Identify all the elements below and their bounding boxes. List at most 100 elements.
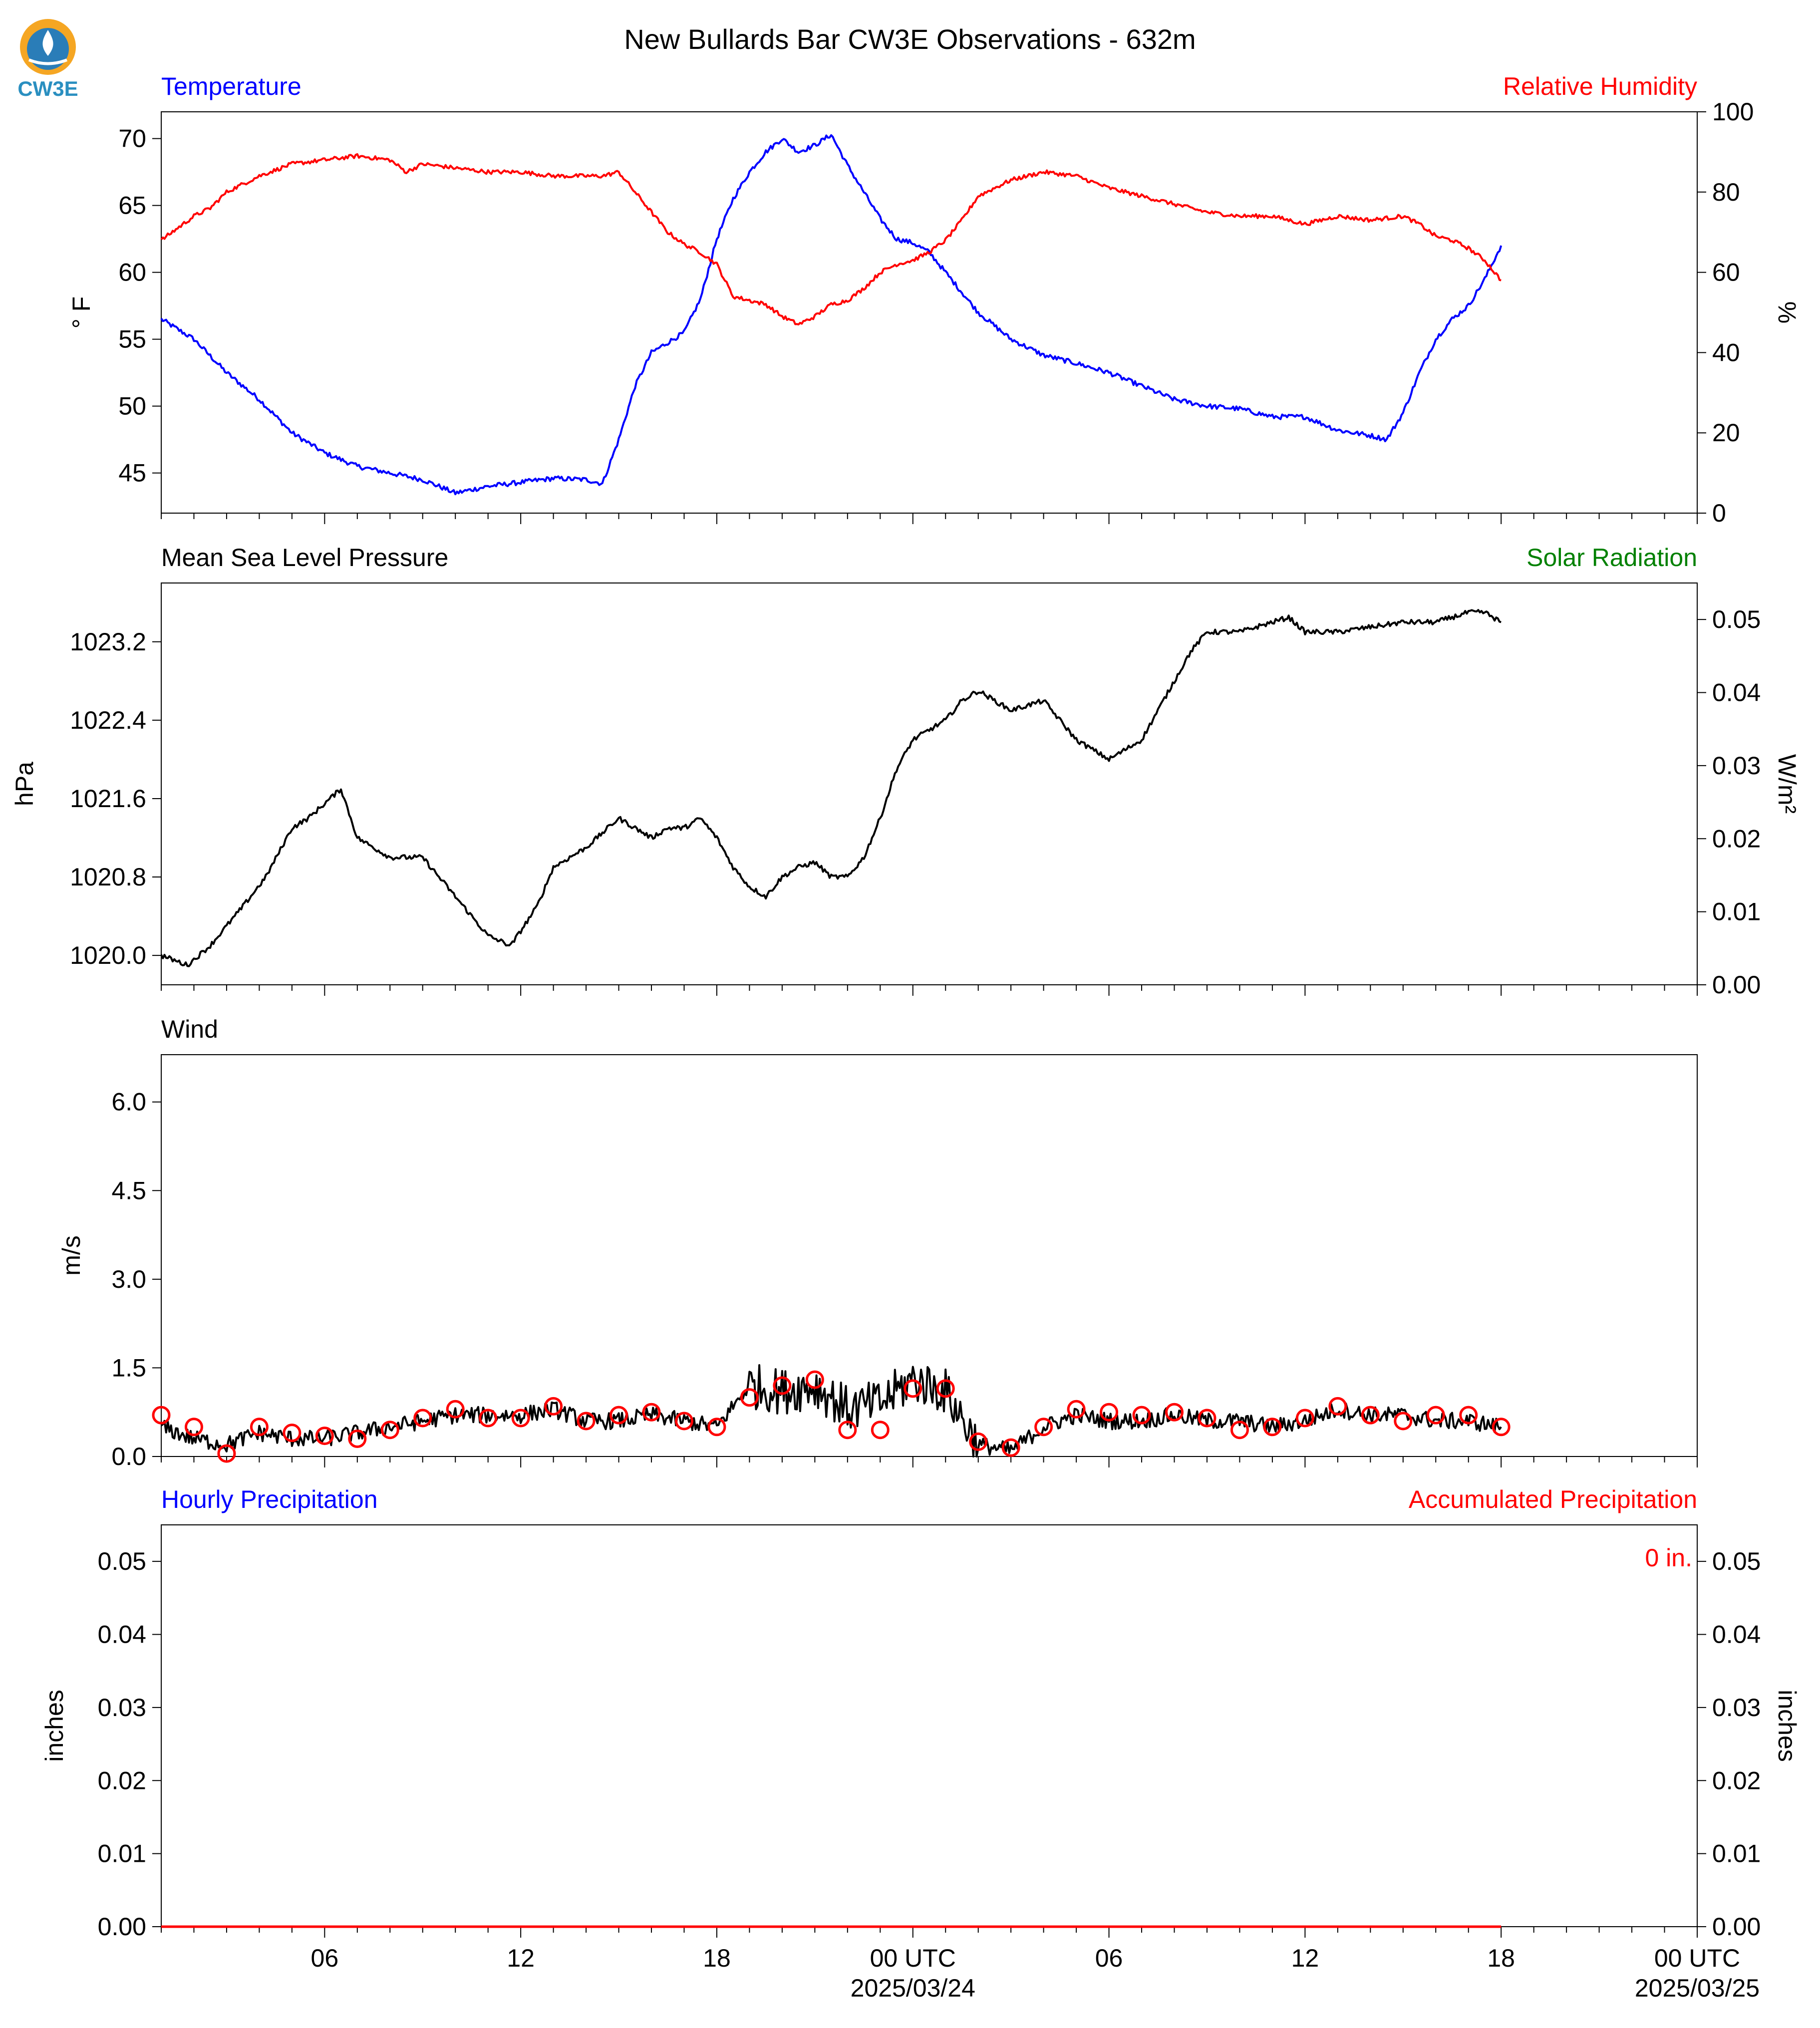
series-line-2 — [160, 153, 1502, 325]
y-tick-label-left: 0.05 — [98, 1547, 146, 1575]
y-tick-label-right: 80 — [1712, 178, 1740, 206]
accumulated-precip-annotation: 0 in. — [1645, 1544, 1692, 1572]
wind-gust-marker — [184, 1418, 203, 1437]
y-tick-label-left: 1020.0 — [70, 941, 146, 969]
panel-right-title: Relative Humidity — [1503, 72, 1697, 100]
wind-gust-marker — [1492, 1418, 1511, 1437]
logo-text: CW3E — [17, 77, 78, 100]
wind-gust-marker — [544, 1397, 563, 1416]
y-tick-label-left: 3.0 — [111, 1265, 146, 1293]
wind-gust-marker — [773, 1376, 792, 1395]
wind-gust-marker — [1001, 1438, 1020, 1457]
wind-gust-marker — [446, 1400, 465, 1419]
water-drop-icon — [42, 30, 53, 56]
x-tick-label: 18 — [703, 1944, 731, 1972]
wind-gust-marker — [315, 1427, 334, 1446]
y-axis-label-left: m/s — [57, 1235, 85, 1276]
wind-gust-marker — [838, 1421, 857, 1440]
wind-gust-marker — [805, 1370, 824, 1389]
wind-gust-marker — [577, 1412, 596, 1431]
wind-gust-marker — [1361, 1406, 1380, 1425]
y-tick-label-left: 50 — [118, 392, 146, 420]
chart-panel-1: Temperature Relative Humidity 45 50 55 60 65 70… — [67, 72, 1801, 527]
x-tick-label: 06 — [311, 1944, 339, 1972]
y-tick-label-right: 20 — [1712, 419, 1740, 447]
wind-gust-marker — [1165, 1403, 1184, 1422]
x-tick-date: 2025/03/25 — [1635, 1974, 1760, 2002]
y-tick-label-right: 0.00 — [1712, 1913, 1761, 1941]
y-tick-label-left: 1.5 — [111, 1354, 146, 1382]
y-tick-label-right: 0.00 — [1712, 971, 1761, 999]
wind-gust-marker — [348, 1429, 367, 1448]
series-line-1 — [160, 134, 1503, 496]
logo-wave-icon — [28, 58, 68, 65]
wind-gust-marker — [1459, 1406, 1478, 1425]
wind-gust-marker — [217, 1444, 236, 1463]
panel-right-title: Accumulated Precipitation — [1409, 1485, 1697, 1513]
y-tick-label-left: 55 — [118, 325, 146, 353]
wind-gust-marker — [969, 1432, 988, 1451]
wind-gust-marker — [707, 1418, 726, 1437]
y-tick-label-right: 100 — [1712, 98, 1754, 126]
y-tick-label-right: 0.02 — [1712, 825, 1761, 853]
panel-left-title: Mean Sea Level Pressure — [161, 544, 448, 572]
y-tick-label-left: 0.02 — [98, 1766, 146, 1794]
wind-gust-marker — [380, 1421, 399, 1440]
wind-gust-marker — [413, 1409, 432, 1428]
wind-gust-marker — [1230, 1421, 1249, 1440]
y-tick-label-right: 0.04 — [1712, 1621, 1761, 1649]
wind-gust-marker — [152, 1406, 171, 1425]
y-axis-label-right: % — [1773, 301, 1801, 323]
y-tick-label-left: 65 — [118, 192, 146, 220]
y-tick-label-right: 0.01 — [1712, 898, 1761, 926]
y-tick-label-left: 70 — [118, 125, 146, 153]
x-tick-label: 00 UTC — [1654, 1944, 1740, 1972]
panel-left-title: Hourly Precipitation — [161, 1485, 378, 1513]
wind-gust-marker — [250, 1418, 269, 1437]
chart-panel-2: Mean Sea Level Pressure Solar Radiation 10… — [10, 544, 1801, 999]
x-tick-date: 2025/03/24 — [851, 1974, 975, 2002]
wind-gust-marker — [1426, 1406, 1445, 1425]
y-tick-label-left: 60 — [118, 259, 146, 287]
y-axis-label-left: inches — [40, 1690, 68, 1762]
x-tick-label: 18 — [1487, 1944, 1515, 1972]
plot-frame — [161, 582, 1698, 985]
y-axis-label-left: ° F — [67, 296, 95, 328]
y-tick-label-left: 0.01 — [98, 1840, 146, 1868]
wind-gust-marker — [904, 1379, 922, 1398]
y-tick-label-right: 60 — [1712, 259, 1740, 287]
y-axis-label-right: inches — [1773, 1690, 1801, 1762]
y-tick-label-right: 0.04 — [1712, 679, 1761, 707]
wind-gust-marker — [511, 1409, 530, 1428]
x-tick-label: 12 — [1291, 1944, 1319, 1972]
y-tick-label-right: 0.05 — [1712, 1547, 1761, 1575]
chart-title: New Bullards Bar CW3E Observations - 632… — [624, 23, 1196, 55]
plot-frame — [161, 111, 1698, 514]
y-axis-label-left: hPa — [10, 762, 38, 806]
wind-gust-marker — [871, 1421, 890, 1440]
y-tick-label-left: 0.03 — [98, 1694, 146, 1722]
y-tick-label-right: 0.03 — [1712, 1694, 1761, 1722]
y-tick-label-left: 45 — [118, 459, 146, 487]
y-tick-label-left: 0.0 — [111, 1443, 146, 1470]
y-tick-label-left: 1021.6 — [70, 785, 146, 813]
series-line-1 — [160, 609, 1502, 967]
wind-gust-marker — [642, 1403, 661, 1422]
wind-gust-marker — [936, 1379, 955, 1398]
wind-gust-marker — [1198, 1409, 1216, 1428]
panels: Temperature Relative Humidity 45 50 55 60 65 70… — [10, 72, 1801, 2002]
y-axis-label-right: W/m² — [1773, 754, 1801, 814]
y-tick-label-left: 0.04 — [98, 1621, 146, 1649]
chart-panel-4: Hourly Precipitation Accumulated Precipit… — [40, 1485, 1801, 2002]
y-tick-label-left: 1022.4 — [70, 706, 146, 734]
y-tick-label-left: 0.00 — [98, 1913, 146, 1941]
wind-gust-marker — [1295, 1409, 1314, 1428]
y-tick-label-left: 1020.8 — [70, 863, 146, 891]
panel-left-title: Temperature — [161, 72, 302, 100]
y-tick-label-left: 4.5 — [111, 1176, 146, 1204]
wind-gust-marker — [1263, 1418, 1282, 1437]
y-tick-label-right: 0.02 — [1712, 1766, 1761, 1794]
x-tick-label: 12 — [507, 1944, 535, 1972]
